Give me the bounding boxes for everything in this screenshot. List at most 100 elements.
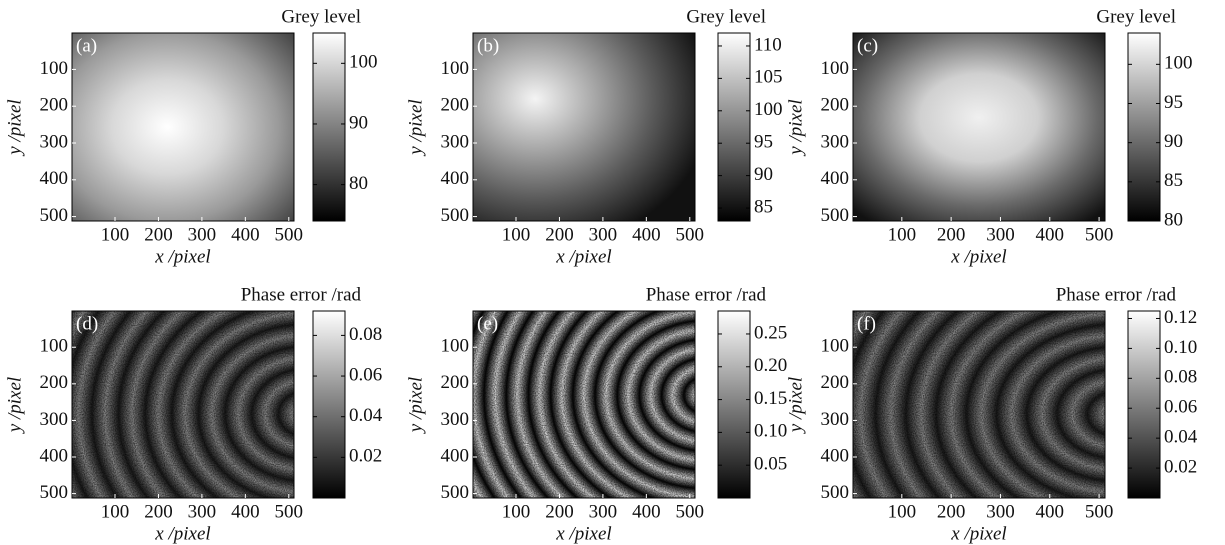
colorbar-tick-label: 0.04	[1164, 427, 1198, 448]
x-tick-label: 300	[589, 224, 618, 245]
colorbar-title: Phase error /rad	[646, 284, 767, 305]
y-tick-label: 300	[40, 409, 69, 430]
y-tick-label: 400	[441, 445, 470, 466]
y-axis-label: y /pixel	[4, 99, 25, 156]
colorbar-tick-label: 95	[1164, 92, 1183, 113]
x-tick-label: 200	[545, 224, 574, 245]
y-axis-label: y /pixel	[405, 99, 426, 156]
colorbar-tick-label: 0.08	[1164, 367, 1197, 388]
y-tick-label: 300	[441, 131, 470, 152]
x-tick-label: 400	[231, 501, 260, 522]
heatmap-image	[853, 33, 1105, 221]
x-tick-label: 100	[888, 501, 917, 522]
y-axis-label: y /pixel	[4, 377, 25, 434]
x-tick-label: 400	[632, 501, 661, 522]
colorbar-tick-label: 0.15	[754, 388, 787, 409]
colorbar-tick-label: 0.02	[349, 446, 382, 467]
colorbar-tick-label: 0.20	[754, 355, 787, 376]
colorbar-title: Phase error /rad	[241, 284, 362, 305]
x-tick-label: 400	[632, 224, 661, 245]
y-tick-label: 300	[821, 131, 850, 152]
colorbar-tick-label: 100	[1164, 53, 1193, 74]
y-tick-label: 400	[821, 168, 850, 189]
y-tick-label: 200	[821, 372, 850, 393]
colorbar-tick-label: 110	[754, 34, 782, 55]
x-axis-label: x /pixel	[950, 523, 1006, 544]
y-tick-label: 300	[441, 409, 470, 430]
x-tick-label: 400	[1036, 224, 1065, 245]
x-tick-label: 100	[101, 224, 130, 245]
image-frame	[71, 32, 295, 222]
y-tick-label: 300	[821, 409, 850, 430]
x-tick-label: 200	[937, 224, 966, 245]
colorbar-tick-label: 90	[1164, 131, 1183, 152]
colorbar-title: Grey level	[281, 6, 361, 27]
panel-label: (b)	[477, 35, 499, 56]
y-tick-label: 500	[441, 205, 470, 226]
y-axis-label: y /pixel	[785, 99, 806, 156]
colorbar-tick-label: 0.12	[1164, 307, 1197, 328]
colorbar-tick-label: 105	[754, 67, 783, 88]
x-axis-label: x /pixel	[154, 246, 210, 267]
heatmap-noise	[72, 311, 294, 498]
x-tick-label: 100	[502, 501, 531, 522]
colorbar	[1127, 32, 1161, 222]
colorbar-title: Grey level	[1096, 6, 1176, 27]
colorbar-tick-label: 0.10	[1164, 337, 1197, 358]
x-tick-label: 400	[1036, 501, 1065, 522]
heatmap-noise	[473, 311, 695, 498]
y-tick-label: 200	[821, 95, 850, 116]
y-tick-label: 200	[40, 95, 69, 116]
y-tick-label: 500	[821, 482, 850, 503]
y-tick-label: 200	[441, 372, 470, 393]
x-axis-label: x /pixel	[950, 246, 1006, 267]
y-tick-label: 500	[40, 482, 69, 503]
x-tick-label: 200	[144, 224, 173, 245]
colorbar	[1127, 310, 1161, 499]
y-tick-label: 500	[821, 205, 850, 226]
x-tick-label: 200	[937, 501, 966, 522]
image-frame	[852, 32, 1106, 222]
colorbar-tick-label: 0.05	[754, 454, 787, 475]
y-tick-label: 100	[40, 336, 69, 357]
panel-label: (a)	[76, 35, 97, 56]
x-tick-label: 500	[275, 224, 304, 245]
x-tick-label: 500	[676, 501, 705, 522]
y-tick-label: 100	[821, 58, 850, 79]
x-tick-label: 300	[986, 501, 1015, 522]
colorbar-tick-label: 100	[349, 52, 378, 73]
y-tick-label: 500	[40, 205, 69, 226]
colorbar-tick-label: 80	[349, 173, 368, 194]
x-tick-label: 500	[1085, 501, 1114, 522]
x-axis-label: x /pixel	[555, 523, 611, 544]
panel-label: (c)	[857, 35, 878, 56]
y-tick-label: 100	[821, 336, 850, 357]
y-tick-label: 200	[40, 372, 69, 393]
colorbar-tick-label: 90	[754, 164, 773, 185]
colorbar-title: Grey level	[686, 6, 766, 27]
x-tick-label: 500	[275, 501, 304, 522]
colorbar-tick-label: 0.02	[1164, 456, 1197, 477]
colorbar	[717, 32, 751, 222]
colorbar-tick-label: 0.06	[1164, 397, 1197, 418]
y-tick-label: 400	[821, 445, 850, 466]
x-tick-label: 300	[589, 501, 618, 522]
heatmap-noise	[853, 311, 1105, 498]
colorbar	[717, 310, 751, 499]
y-tick-label: 100	[441, 336, 470, 357]
x-tick-label: 400	[231, 224, 260, 245]
colorbar-tick-label: 0.06	[349, 364, 382, 385]
y-tick-label: 100	[40, 58, 69, 79]
x-tick-label: 500	[1085, 224, 1114, 245]
y-tick-label: 200	[441, 95, 470, 116]
x-tick-label: 200	[144, 501, 173, 522]
colorbar-tick-label: 90	[349, 112, 368, 133]
panel-label: (f)	[857, 313, 876, 334]
colorbar-tick-label: 95	[754, 132, 773, 153]
image-frame	[472, 310, 696, 499]
colorbar-tick-label: 0.10	[754, 421, 787, 442]
colorbar	[312, 32, 346, 222]
colorbar-tick-label: 0.25	[754, 322, 787, 343]
x-tick-label: 100	[888, 224, 917, 245]
